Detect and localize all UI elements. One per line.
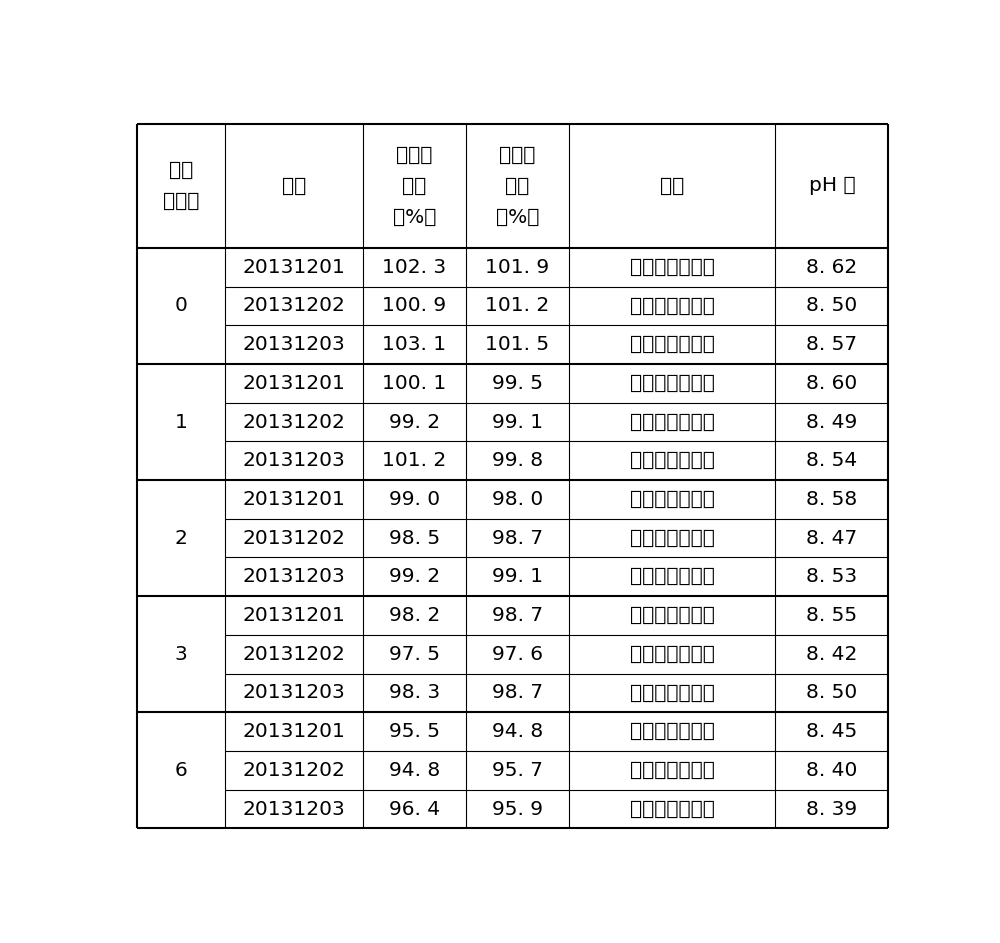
Text: 20131202: 20131202 [242, 645, 345, 664]
Text: 8. 53: 8. 53 [806, 568, 857, 587]
Text: 20131201: 20131201 [242, 373, 345, 393]
Text: 8. 50: 8. 50 [806, 296, 857, 316]
Text: 琥珀色澄明液体: 琥珀色澄明液体 [630, 296, 715, 316]
Text: 琥珀色澄明液体: 琥珀色澄明液体 [630, 335, 715, 355]
Text: 97. 6: 97. 6 [492, 645, 543, 664]
Text: 98. 7: 98. 7 [492, 606, 543, 625]
Text: 8. 40: 8. 40 [806, 761, 858, 780]
Text: 8. 45: 8. 45 [806, 722, 857, 741]
Text: 94. 8: 94. 8 [389, 761, 440, 780]
Text: 101. 2: 101. 2 [382, 452, 446, 471]
Text: 95. 5: 95. 5 [389, 722, 440, 741]
Text: 20131203: 20131203 [242, 335, 345, 355]
Text: 20131201: 20131201 [242, 490, 345, 509]
Text: 20131201: 20131201 [242, 722, 345, 741]
Text: 99. 1: 99. 1 [492, 412, 543, 432]
Text: 琥珀色澄明液体: 琥珀色澄明液体 [630, 722, 715, 741]
Text: 1: 1 [174, 412, 187, 432]
Text: 酮洛芬
含量
（%）: 酮洛芬 含量 （%） [496, 145, 539, 226]
Text: 琥珀色澄明液体: 琥珀色澄明液体 [630, 490, 715, 509]
Text: 99. 2: 99. 2 [389, 412, 440, 432]
Text: 8. 49: 8. 49 [806, 412, 857, 432]
Text: 琥珀色澄明液体: 琥珀色澄明液体 [630, 568, 715, 587]
Text: 101. 2: 101. 2 [485, 296, 550, 316]
Text: 98. 7: 98. 7 [492, 684, 543, 703]
Text: 98. 7: 98. 7 [492, 529, 543, 548]
Text: 20131201: 20131201 [242, 257, 345, 276]
Text: 102. 3: 102. 3 [382, 257, 446, 276]
Text: 20131203: 20131203 [242, 568, 345, 587]
Text: 100. 9: 100. 9 [382, 296, 446, 316]
Text: 琥珀色澄明液体: 琥珀色澄明液体 [630, 529, 715, 548]
Text: 20131202: 20131202 [242, 761, 345, 780]
Text: 95. 9: 95. 9 [492, 800, 543, 819]
Text: 8. 42: 8. 42 [806, 645, 858, 664]
Text: 批号: 批号 [282, 176, 306, 195]
Text: 98. 2: 98. 2 [389, 606, 440, 625]
Text: 8. 58: 8. 58 [806, 490, 857, 509]
Text: 96. 4: 96. 4 [389, 800, 440, 819]
Text: 琥珀色澄明液体: 琥珀色澄明液体 [630, 412, 715, 432]
Text: 20131203: 20131203 [242, 800, 345, 819]
Text: 100. 1: 100. 1 [382, 373, 446, 393]
Text: 99. 8: 99. 8 [492, 452, 543, 471]
Text: 6: 6 [174, 761, 187, 780]
Text: 99. 0: 99. 0 [389, 490, 440, 509]
Text: 101. 5: 101. 5 [485, 335, 549, 355]
Text: 101. 9: 101. 9 [485, 257, 549, 276]
Text: 8. 57: 8. 57 [806, 335, 857, 355]
Text: 8. 39: 8. 39 [806, 800, 857, 819]
Text: 琥珀色澄明液体: 琥珀色澄明液体 [630, 645, 715, 664]
Text: 8. 60: 8. 60 [806, 373, 857, 393]
Text: 8. 47: 8. 47 [806, 529, 857, 548]
Text: 8. 62: 8. 62 [806, 257, 857, 276]
Text: 琥珀色澄明液体: 琥珀色澄明液体 [630, 684, 715, 703]
Text: 98. 0: 98. 0 [492, 490, 543, 509]
Text: 8. 50: 8. 50 [806, 684, 857, 703]
Text: 8. 55: 8. 55 [806, 606, 857, 625]
Text: 琥珀色澄明液体: 琥珀色澄明液体 [630, 257, 715, 276]
Text: pH 值: pH 值 [809, 176, 855, 195]
Text: 20131202: 20131202 [242, 529, 345, 548]
Text: 99. 2: 99. 2 [389, 568, 440, 587]
Text: 琥珀色澄明液体: 琥珀色澄明液体 [630, 452, 715, 471]
Text: 20131202: 20131202 [242, 412, 345, 432]
Text: 3: 3 [174, 645, 187, 664]
Text: 20131203: 20131203 [242, 684, 345, 703]
Text: 琥珀色澄明液体: 琥珀色澄明液体 [630, 606, 715, 625]
Text: 琥珀色澄明液体: 琥珀色澄明液体 [630, 761, 715, 780]
Text: 94. 8: 94. 8 [492, 722, 543, 741]
Text: 2: 2 [174, 529, 187, 548]
Text: 103. 1: 103. 1 [382, 335, 446, 355]
Text: 0: 0 [174, 296, 187, 316]
Text: 98. 3: 98. 3 [389, 684, 440, 703]
Text: 99. 5: 99. 5 [492, 373, 543, 393]
Text: 性状: 性状 [660, 176, 684, 195]
Text: 时间
（月）: 时间 （月） [163, 161, 199, 211]
Text: 99. 1: 99. 1 [492, 568, 543, 587]
Text: 20131203: 20131203 [242, 452, 345, 471]
Text: 20131202: 20131202 [242, 296, 345, 316]
Text: 97. 5: 97. 5 [389, 645, 440, 664]
Text: 20131201: 20131201 [242, 606, 345, 625]
Text: 土霉素
含量
（%）: 土霉素 含量 （%） [393, 145, 436, 226]
Text: 琥珀色澄明液体: 琥珀色澄明液体 [630, 373, 715, 393]
Text: 琥珀色澄明液体: 琥珀色澄明液体 [630, 800, 715, 819]
Text: 95. 7: 95. 7 [492, 761, 543, 780]
Text: 98. 5: 98. 5 [389, 529, 440, 548]
Text: 8. 54: 8. 54 [806, 452, 857, 471]
